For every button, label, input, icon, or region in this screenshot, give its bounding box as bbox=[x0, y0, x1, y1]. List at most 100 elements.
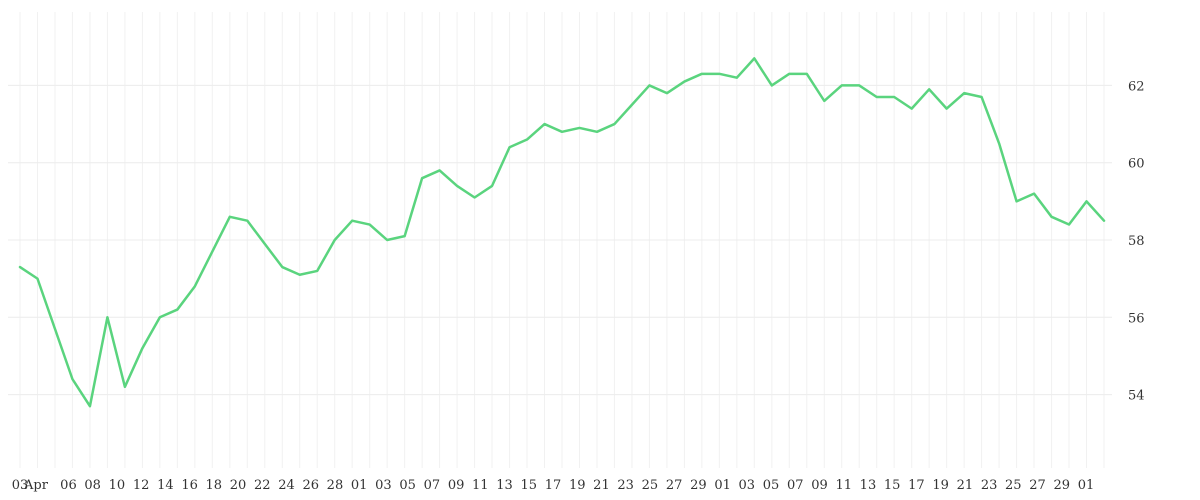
x-tick-label: 01 bbox=[1078, 478, 1095, 493]
data-point bbox=[717, 71, 722, 76]
x-tick-label: 15 bbox=[884, 478, 901, 493]
data-point bbox=[892, 95, 897, 100]
x-tick-label: 23 bbox=[981, 478, 998, 493]
data-point bbox=[297, 272, 302, 277]
y-tick-label: 60 bbox=[1128, 157, 1145, 172]
data-point bbox=[682, 79, 687, 84]
data-point bbox=[140, 346, 145, 351]
data-point bbox=[315, 268, 320, 273]
data-point bbox=[647, 83, 652, 88]
x-tick-label: 03 bbox=[375, 478, 392, 493]
x-tick-label: 06 bbox=[60, 478, 77, 493]
x-tick-label: 07 bbox=[787, 478, 804, 493]
x-tick-label: 24 bbox=[278, 478, 295, 493]
x-tick-label: 16 bbox=[181, 478, 198, 493]
data-point bbox=[927, 87, 932, 92]
data-point bbox=[769, 83, 774, 88]
x-tick-label: 03 bbox=[739, 478, 756, 493]
y-tick-label: 62 bbox=[1128, 79, 1145, 94]
data-point bbox=[472, 195, 477, 200]
x-tick-label: 13 bbox=[860, 478, 877, 493]
y-axis: 54 56 58 60 62 bbox=[1128, 79, 1145, 403]
data-point bbox=[1014, 199, 1019, 204]
x-tick-label: 29 bbox=[1053, 478, 1070, 493]
x-tick-label: 01 bbox=[714, 478, 731, 493]
y-tick-label: 58 bbox=[1128, 234, 1145, 249]
data-point bbox=[542, 122, 547, 127]
data-point bbox=[490, 183, 495, 188]
x-tick-label: 18 bbox=[206, 478, 223, 493]
data-point bbox=[262, 241, 267, 246]
data-point bbox=[402, 234, 407, 239]
x-tick-label: 15 bbox=[520, 478, 537, 493]
data-point bbox=[997, 141, 1002, 146]
x-tick-label: 27 bbox=[666, 478, 683, 493]
y-tick-label: 56 bbox=[1128, 311, 1145, 326]
data-point bbox=[245, 218, 250, 223]
data-point bbox=[437, 168, 442, 173]
x-tick-label: 20 bbox=[230, 478, 247, 493]
data-point bbox=[157, 315, 162, 320]
grid bbox=[8, 12, 1112, 468]
x-tick-label: 27 bbox=[1029, 478, 1046, 493]
data-point bbox=[874, 95, 879, 100]
data-point bbox=[752, 56, 757, 61]
x-tick-label: 05 bbox=[763, 478, 780, 493]
data-point bbox=[192, 284, 197, 289]
data-point bbox=[175, 307, 180, 312]
x-tick-label: 29 bbox=[690, 478, 707, 493]
x-tick-label: 19 bbox=[569, 478, 586, 493]
data-point bbox=[280, 265, 285, 270]
x-tick-label: 26 bbox=[302, 478, 319, 493]
data-point bbox=[18, 265, 23, 270]
data-point bbox=[420, 176, 425, 181]
data-point bbox=[909, 106, 914, 111]
data-point bbox=[734, 75, 739, 80]
data-point bbox=[35, 276, 40, 281]
data-point bbox=[560, 129, 565, 134]
x-tick-label: 28 bbox=[327, 478, 344, 493]
x-tick-label: 19 bbox=[932, 478, 949, 493]
x-tick-label: Apr bbox=[23, 478, 49, 493]
x-tick-label: 25 bbox=[1005, 478, 1022, 493]
data-point bbox=[612, 122, 617, 127]
data-point bbox=[332, 238, 337, 243]
data-point bbox=[839, 83, 844, 88]
data-point bbox=[577, 125, 582, 130]
data-point bbox=[122, 384, 127, 389]
x-tick-label: 13 bbox=[496, 478, 513, 493]
y-tick-label: 54 bbox=[1128, 389, 1145, 404]
data-point bbox=[962, 91, 967, 96]
x-tick-label: 11 bbox=[835, 478, 852, 493]
data-point bbox=[822, 98, 827, 103]
data-point bbox=[1032, 191, 1037, 196]
data-point bbox=[1084, 199, 1089, 204]
data-point bbox=[455, 183, 460, 188]
data-point bbox=[804, 71, 809, 76]
x-tick-label: 03 bbox=[12, 478, 29, 493]
data-point bbox=[629, 102, 634, 107]
data-point bbox=[1102, 218, 1107, 223]
x-tick-label: 01 bbox=[351, 478, 368, 493]
series-line bbox=[18, 57, 1106, 408]
x-tick-label: 17 bbox=[908, 478, 925, 493]
x-tick-label: 05 bbox=[399, 478, 416, 493]
data-point bbox=[787, 71, 792, 76]
data-point bbox=[664, 91, 669, 96]
data-point bbox=[52, 326, 57, 331]
data-point bbox=[350, 218, 355, 223]
data-point bbox=[227, 214, 232, 219]
x-tick-label: 10 bbox=[109, 478, 126, 493]
data-point bbox=[979, 95, 984, 100]
data-point bbox=[70, 377, 75, 382]
data-point bbox=[594, 129, 599, 134]
data-point bbox=[385, 238, 390, 243]
x-tick-label: 21 bbox=[957, 478, 974, 493]
data-point bbox=[699, 71, 704, 76]
x-tick-label: 12 bbox=[133, 478, 150, 493]
data-point bbox=[210, 249, 215, 254]
x-tick-label: 07 bbox=[424, 478, 441, 493]
x-tick-label: 08 bbox=[84, 478, 101, 493]
